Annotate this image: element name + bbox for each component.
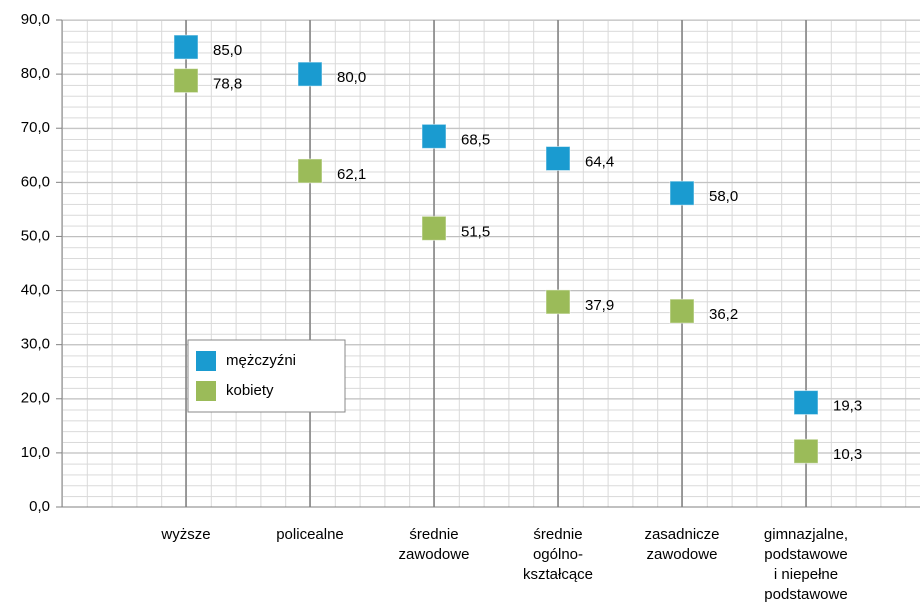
y-tick-label: 40,0 — [21, 282, 50, 299]
marker — [297, 61, 323, 87]
y-tick-label: 0,0 — [29, 498, 50, 515]
marker — [793, 390, 819, 416]
legend-label: kobiety — [226, 382, 274, 399]
x-tick-label: średnie ogólno-kształcące — [523, 526, 593, 583]
y-tick-label: 10,0 — [21, 444, 50, 461]
data-label: 68,5 — [461, 131, 490, 148]
data-label: 19,3 — [833, 398, 862, 415]
legend-swatch — [196, 351, 216, 371]
y-tick-label: 60,0 — [21, 173, 50, 190]
legend-swatch — [196, 381, 216, 401]
marker — [421, 123, 447, 149]
y-tick-label: 50,0 — [21, 227, 50, 244]
marker — [793, 438, 819, 464]
marker — [173, 34, 199, 60]
marker — [297, 158, 323, 184]
legend-box — [187, 339, 346, 413]
x-tick-label: policealne — [276, 526, 344, 543]
y-tick-label: 90,0 — [21, 11, 50, 28]
data-label: 80,0 — [337, 69, 366, 86]
data-label: 85,0 — [213, 42, 242, 59]
data-label: 51,5 — [461, 223, 490, 240]
data-label: 62,1 — [337, 166, 366, 183]
y-tick-label: 80,0 — [21, 65, 50, 82]
x-tick-label: gimnazjalne, podstawowe i niepełne podstawo… — [764, 526, 848, 603]
marker — [669, 180, 695, 206]
marker — [545, 146, 571, 172]
data-label: 78,8 — [213, 76, 242, 93]
data-label: 36,2 — [709, 306, 738, 323]
marker — [173, 68, 199, 94]
marker — [669, 298, 695, 324]
x-tick-label: wyższe — [160, 526, 210, 543]
data-label: 64,4 — [585, 153, 614, 170]
marker — [421, 215, 447, 241]
x-tick-label: średnie zawodowe — [399, 526, 470, 563]
data-label: 58,0 — [709, 188, 738, 205]
y-tick-label: 30,0 — [21, 336, 50, 353]
data-label: 10,3 — [833, 446, 862, 463]
y-tick-label: 70,0 — [21, 119, 50, 136]
legend-label: mężczyźni — [226, 352, 296, 369]
x-tick-label: zasadnicze zawodowe — [644, 526, 719, 563]
data-label: 37,9 — [585, 297, 614, 314]
y-tick-label: 20,0 — [21, 390, 50, 407]
minor-grid — [62, 20, 920, 507]
marker — [545, 289, 571, 315]
